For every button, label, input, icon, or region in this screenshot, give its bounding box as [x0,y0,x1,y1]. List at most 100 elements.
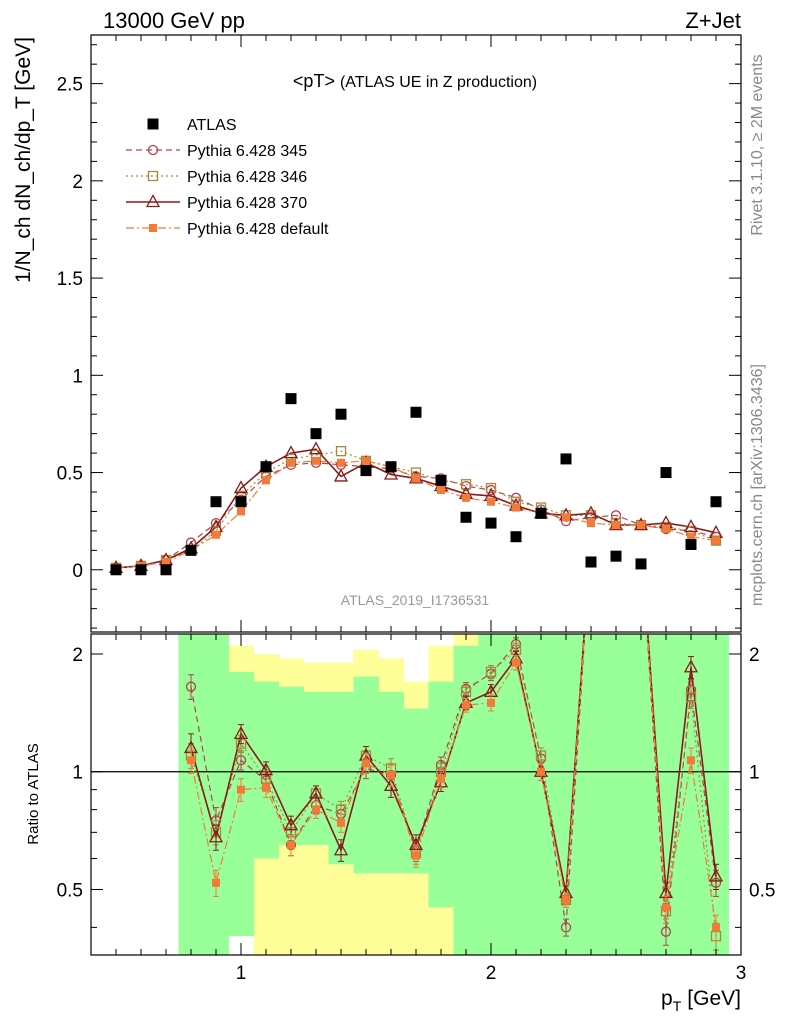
ratio-point-pythia-6-428-default [412,851,420,860]
ratio-point-pythia-6-428-default [337,818,345,827]
point-pythia-6-428-370 [583,505,599,519]
y-tick-label-ratio-right: 1 [749,763,760,784]
data-point-atlas [235,496,247,508]
data-point-atlas [685,538,697,550]
point-pythia-6-428-default [662,524,670,533]
point-pythia-6-428-default [362,456,370,465]
green-band-segment [528,634,554,955]
legend-label-pythia-6-428-370: Pythia 6.428 370 [187,195,307,212]
legend-label-pythia-6-428-default: Pythia 6.428 default [187,221,329,238]
x-tick-label: 3 [736,963,747,984]
legend-label-atlas: ATLAS [187,117,237,134]
legend-marker-pythia-6-428-346 [147,170,159,182]
y-tick-label-ratio-right: 2 [749,645,760,666]
point-pythia-6-428-default [262,476,270,485]
point-pythia-6-428-default [712,536,720,545]
data-point-atlas [110,564,122,576]
green-band-segment [228,671,254,937]
y-tick-label-ratio: 1 [72,763,83,784]
data-point-atlas [160,564,172,576]
data-point-atlas [135,564,147,576]
ratio-line-pythia-6-428-346 [190,634,717,937]
data-point-atlas [460,511,472,523]
legend-marker-pythia-6-428-default [149,224,157,232]
point-pythia-6-428-370 [308,441,324,455]
ratio-point-pythia-6-428-346 [685,692,697,703]
ratio-point-pythia-6-428-default [687,756,695,765]
data-point-atlas [660,467,672,479]
y-tick-label-main: 2 [72,172,83,193]
point-pythia-6-428-default [237,507,245,516]
ratio-point-pythia-6-428-370 [233,725,249,739]
point-pythia-6-428-default [512,503,520,512]
green-band-segment [628,634,654,955]
ratio-point-pythia-6-428-default [712,923,720,932]
data-point-atlas [510,531,522,543]
point-pythia-6-428-370 [683,519,699,533]
main-plot-area [108,393,724,576]
data-point-atlas [435,474,447,486]
data-point-atlas [285,393,297,405]
analysis-watermark: ATLAS_2019_I1736531 [341,592,490,608]
y-tick-label-main: 2.5 [57,75,83,96]
y-tick-label-main: 0 [72,561,83,582]
green-band-segment [703,634,729,955]
ratio-point-pythia-6-428-370 [208,829,224,843]
green-band-segment [328,691,354,865]
y-tick-label-ratio-right: 0.5 [749,880,775,901]
point-pythia-6-428-345 [210,517,222,529]
legend-label-pythia-6-428-346: Pythia 6.428 346 [187,169,307,186]
y-axis-label-ratio: Ratio to ATLAS [25,743,42,844]
x-axis-label-sub: T [673,998,682,1014]
point-pythia-6-428-default [312,456,320,465]
green-band-segment [203,634,229,955]
main-axes: 0 0.5 1 1.5 2 2.5 [57,35,742,632]
process-label: Z+Jet [685,8,741,33]
ratio-point-pythia-6-428-370 [308,785,324,799]
point-pythia-6-428-default [637,521,645,530]
data-point-atlas [260,461,272,473]
data-point-atlas [485,517,497,529]
data-point-atlas [410,406,422,418]
ratio-point-pythia-6-428-346 [485,666,497,678]
point-pythia-6-428-default [462,493,470,502]
legend-marker-atlas [147,118,159,130]
x-axis-label-main: p [661,987,673,1010]
point-pythia-6-428-default [687,532,695,541]
ratio-point-pythia-6-428-370 [683,659,699,673]
ratio-point-pythia-6-428-345 [560,922,572,933]
ratio-uncertainty-bands [178,634,729,955]
y-axis-label-main: 1/N_ch dN_ch/dp_T [GeV] [12,37,35,283]
point-pythia-6-428-346 [485,482,497,494]
ratio-point-pythia-6-428-345 [185,681,197,692]
ratio-line-pythia-6-428-default [190,634,717,928]
mcplots-label: mcplots.cern.ch [arXiv:1306.3436] [749,364,766,606]
point-pythia-6-428-default [212,530,220,539]
ratio-point-pythia-6-428-370 [258,762,274,776]
ratio-plot-area [91,634,741,951]
ratio-point-pythia-6-428-default [262,783,270,792]
data-point-atlas [210,496,222,508]
point-pythia-6-428-default [562,513,570,522]
rivet-label: Rivet 3.1.10, ≥ 2M events [749,54,766,235]
legend-label-pythia-6-428-345: Pythia 6.428 345 [187,143,307,160]
ratio-point-pythia-6-428-default [387,771,395,780]
point-pythia-6-428-346 [710,535,722,546]
ratio-point-pythia-6-428-default [212,878,220,887]
legend-marker-pythia-6-428-345 [147,144,159,156]
y-tick-label-main: 0.5 [57,464,83,485]
ratio-point-pythia-6-428-default [512,658,520,667]
ratio-point-pythia-6-428-default [287,840,295,849]
x-tick-label: 2 [486,963,497,984]
data-point-atlas [710,496,722,508]
point-pythia-6-428-default [587,519,595,528]
data-point-atlas [635,558,647,570]
ratio-point-pythia-6-428-346 [535,750,547,761]
ratio-point-pythia-6-428-370 [383,778,399,792]
ratio-point-pythia-6-428-default [462,701,470,710]
point-pythia-6-428-default [337,458,345,467]
beam-label: 13000 GeV pp [103,8,245,33]
ratio-point-pythia-6-428-345 [235,755,247,766]
series-line-pythia-6-428-370 [115,448,717,569]
point-pythia-6-428-370 [383,466,399,480]
